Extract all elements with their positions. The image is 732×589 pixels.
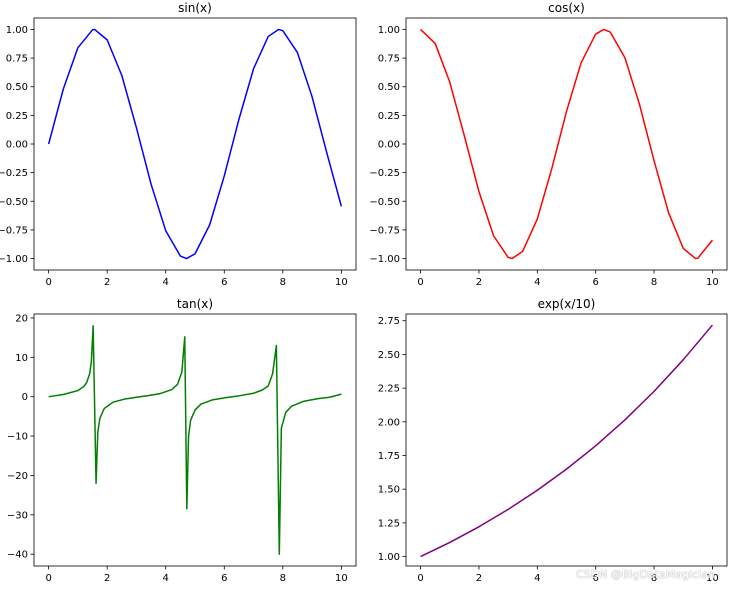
y-tick-label: −1.00 bbox=[369, 254, 400, 265]
x-tick-label: 6 bbox=[221, 277, 227, 288]
x-tick-label: 0 bbox=[45, 277, 51, 288]
y-tick-label: 0.25 bbox=[378, 111, 400, 122]
x-tick-label: 10 bbox=[706, 277, 719, 288]
y-tick-label: 1.00 bbox=[378, 25, 400, 36]
plot-frame bbox=[405, 313, 728, 567]
y-tick-label: 2.75 bbox=[378, 316, 400, 327]
subplot-title: exp(x/10) bbox=[538, 297, 596, 311]
x-tick-label: 10 bbox=[706, 573, 719, 584]
y-tick-label: 0.50 bbox=[6, 82, 28, 93]
y-tick-label: −1.00 bbox=[0, 254, 28, 265]
y-tick-label: 2.50 bbox=[378, 350, 400, 361]
y-tick-label: −40 bbox=[7, 550, 28, 561]
x-tick-label: 0 bbox=[417, 277, 423, 288]
y-tick-label: 20 bbox=[15, 313, 28, 324]
series-line-4-1 bbox=[420, 324, 713, 558]
x-tick-label: 4 bbox=[163, 277, 169, 288]
x-tick-label: 4 bbox=[534, 277, 540, 288]
x-tick-label: 2 bbox=[104, 277, 110, 288]
x-tick-label: 8 bbox=[280, 573, 286, 584]
x-tick-label: 2 bbox=[476, 573, 482, 584]
y-tick-label: 0 bbox=[22, 392, 28, 403]
y-tick-label: 0.00 bbox=[6, 140, 28, 151]
x-tick-label: 6 bbox=[592, 573, 598, 584]
x-tick-label: 4 bbox=[163, 573, 169, 584]
x-tick-label: 8 bbox=[651, 573, 657, 584]
x-tick-label: 0 bbox=[417, 573, 423, 584]
subplot-1: 0 2 4 6 8 10 −1.00 −0.75 −0.50 −0.25 0.00 0.25 0.50 0… bbox=[0, 1, 357, 288]
y-tick-label: −0.50 bbox=[0, 197, 28, 208]
y-tick-label: −20 bbox=[7, 471, 28, 482]
subplot-title: tan(x) bbox=[177, 297, 213, 311]
x-tick-label: 4 bbox=[534, 573, 540, 584]
y-tick-label: −0.50 bbox=[369, 197, 400, 208]
subplot-4: 0 2 4 6 8 10 1.00 1.25 1.50 1.75 2.00 2.25 2.50 2.75 e… bbox=[378, 297, 728, 584]
y-tick-label: 2.00 bbox=[378, 417, 400, 428]
x-tick-label: 6 bbox=[221, 573, 227, 584]
y-tick-label: 10 bbox=[15, 353, 28, 364]
subplot-title: sin(x) bbox=[178, 1, 212, 15]
y-tick-label: 1.00 bbox=[6, 25, 28, 36]
y-tick-label: 2.25 bbox=[378, 384, 400, 395]
subplot-title: cos(x) bbox=[548, 1, 585, 15]
x-tick-label: 6 bbox=[592, 277, 598, 288]
subplot-2: 0 2 4 6 8 10 −1.00 −0.75 −0.50 −0.25 0.00 0.25 0.50 0… bbox=[369, 1, 728, 288]
y-tick-label: 0.25 bbox=[6, 111, 28, 122]
y-tick-label: −0.75 bbox=[0, 225, 28, 236]
x-tick-label: 8 bbox=[651, 277, 657, 288]
y-tick-label: 1.50 bbox=[378, 485, 400, 496]
y-tick-label: 1.25 bbox=[378, 518, 400, 529]
y-tick-label: −0.25 bbox=[0, 168, 28, 179]
x-tick-label: 2 bbox=[104, 573, 110, 584]
y-tick-label: 0.75 bbox=[378, 54, 400, 65]
x-tick-label: 8 bbox=[280, 277, 286, 288]
series-line-1-1 bbox=[47, 28, 343, 260]
y-tick-label: −30 bbox=[7, 510, 28, 521]
y-tick-label: 0.50 bbox=[378, 82, 400, 93]
subplot-3: 0 2 4 6 8 10 −40 −30 −20 −10 0 10 20 tan(x) bbox=[7, 297, 357, 584]
x-tick-label: 2 bbox=[476, 277, 482, 288]
plot-frame bbox=[33, 313, 357, 567]
x-tick-label: 0 bbox=[45, 573, 51, 584]
y-tick-label: −0.75 bbox=[369, 225, 400, 236]
y-tick-label: 1.75 bbox=[378, 451, 400, 462]
plot-frame bbox=[33, 17, 357, 271]
x-tick-label: 10 bbox=[335, 573, 348, 584]
plot-frame bbox=[405, 17, 728, 271]
series-line-2-1 bbox=[420, 28, 713, 260]
series-line-3-1 bbox=[48, 325, 342, 555]
y-tick-label: 0.00 bbox=[378, 140, 400, 151]
watermark: CSDN @BigDataMagician bbox=[576, 568, 715, 581]
y-tick-label: −10 bbox=[7, 432, 28, 443]
y-tick-label: 1.00 bbox=[378, 552, 400, 563]
x-tick-label: 10 bbox=[335, 277, 348, 288]
y-tick-label: −0.25 bbox=[369, 168, 400, 179]
y-tick-label: 0.75 bbox=[6, 54, 28, 65]
